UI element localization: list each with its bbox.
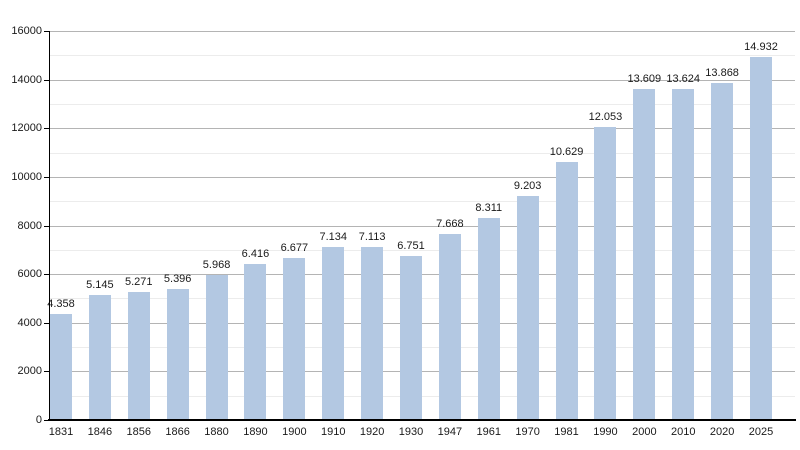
plot-area: 4.358 1831 5.145 1846 5.271 1856 5.396 1866 5.96… (47, 31, 795, 438)
y-axis-tick-mark (44, 420, 50, 421)
bar-value-label: 13.609 (627, 73, 662, 86)
x-axis-tick-label: 1990 (593, 426, 618, 438)
x-axis-tick-label: 1900 (282, 426, 307, 438)
bar-2000 (633, 89, 656, 420)
y-axis-tick-label: 14000 (11, 73, 42, 86)
x-axis-tick-label: 2020 (709, 426, 735, 438)
y-axis-tick-label: 12000 (11, 122, 42, 135)
bar-1930 (400, 255, 422, 420)
x-axis-line (48, 419, 796, 421)
y-axis-tick-mark (44, 79, 50, 81)
bar-value-label: 12.053 (588, 110, 623, 123)
y-axis-tick-label: 10000 (11, 170, 42, 183)
bar-value-label: 4.358 (47, 298, 75, 311)
major-gridline (50, 79, 795, 81)
bar-2020 (711, 82, 734, 420)
y-axis-tick-label: 8000 (17, 219, 42, 232)
minor-gridline (50, 152, 795, 154)
y-axis-tick-label: 6000 (17, 268, 42, 281)
major-gridline (50, 128, 795, 130)
major-gridline (50, 274, 795, 276)
y-axis-tick-mark (44, 322, 50, 324)
major-gridline (50, 31, 795, 32)
x-axis-tick-label: 1846 (87, 426, 113, 438)
x-axis-tick-label: 2010 (670, 426, 696, 438)
bar-value-label: 5.968 (202, 258, 231, 271)
bar-1910 (322, 246, 345, 420)
y-axis-tick-mark (44, 274, 50, 276)
y-axis-tick-mark (44, 371, 50, 373)
bar-1961 (477, 217, 500, 420)
y-axis-tick-label: 16000 (11, 25, 42, 37)
bar-value-label: 8.311 (475, 201, 503, 214)
minor-gridline (50, 249, 795, 251)
y-axis-tick-mark (44, 225, 50, 227)
bar-1856 (127, 291, 150, 420)
x-axis-tick-label: 1970 (515, 426, 540, 438)
bar-1981 (555, 161, 578, 420)
y-axis-tick-label: 0 (35, 414, 42, 426)
minor-gridline (50, 55, 795, 57)
bar-value-label: 5.271 (125, 275, 153, 288)
bar-value-label: 10.629 (549, 145, 584, 158)
x-axis-tick-label: 1856 (126, 426, 152, 438)
y-axis-tick-label: 4000 (17, 316, 42, 329)
bar-value-label: 7.113 (358, 231, 386, 244)
x-axis-tick-label: 1890 (243, 426, 268, 438)
major-gridline (50, 371, 795, 373)
bar-value-label: 6.751 (397, 239, 425, 252)
major-gridline (50, 322, 795, 324)
bar-1990 (594, 126, 617, 420)
y-axis-tick-mark (44, 176, 50, 178)
bar-1880 (205, 274, 228, 420)
bar-1846 (88, 294, 111, 420)
bar-value-label: 5.396 (163, 272, 192, 285)
bar-1900 (283, 257, 306, 420)
bar-value-label: 7.134 (319, 230, 347, 243)
bar-1890 (244, 264, 267, 420)
bar-1970 (516, 196, 539, 420)
y-axis-tick-mark (44, 31, 50, 32)
x-axis-tick-label: 1947 (437, 426, 463, 438)
minor-gridline (50, 201, 795, 203)
bar-value-label: 14.932 (744, 40, 778, 53)
x-axis-tick-label: 1930 (398, 426, 424, 438)
x-axis-tick-label: 2025 (748, 426, 774, 438)
x-axis-tick-label: 1831 (48, 426, 74, 438)
bar-1831 (50, 314, 72, 420)
minor-gridline (50, 395, 795, 397)
x-axis-tick-label: 1866 (165, 426, 190, 438)
bar-1947 (438, 233, 461, 420)
major-gridline (50, 176, 795, 178)
bar-1866 (166, 288, 189, 420)
bar-value-label: 6.677 (280, 241, 309, 254)
minor-gridline (50, 103, 795, 105)
x-axis-tick-label: 1880 (204, 426, 229, 438)
bar-value-label: 5.145 (86, 278, 114, 291)
bar-value-label: 13.868 (705, 66, 739, 79)
x-axis-tick-label: 1961 (476, 426, 502, 438)
bar-2010 (672, 88, 695, 420)
x-axis-tick-label: 2000 (632, 426, 657, 438)
bar-value-label: 7.668 (436, 217, 464, 230)
bar-value-label: 9.203 (513, 180, 542, 193)
x-axis-tick-label: 1910 (320, 426, 346, 438)
y-axis-tick-label: 2000 (17, 365, 42, 378)
minor-gridline (50, 298, 795, 300)
bar-2025 (750, 56, 772, 420)
bar-value-label: 13.624 (666, 72, 701, 85)
minor-gridline (50, 347, 795, 349)
bar-1920 (361, 247, 384, 420)
y-axis-tick-mark (44, 128, 50, 130)
x-axis-tick-label: 1981 (554, 426, 579, 438)
major-gridline (50, 225, 795, 227)
bar-value-label: 6.416 (241, 248, 270, 261)
x-axis-tick-label: 1920 (359, 426, 385, 438)
